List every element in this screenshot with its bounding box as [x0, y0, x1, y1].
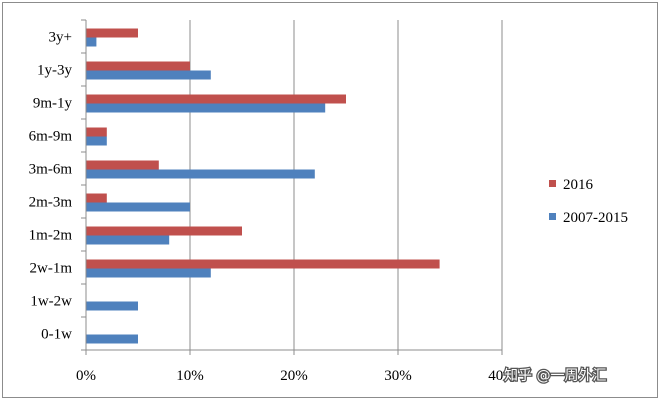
- x-tick-label-1: 10%: [176, 368, 204, 384]
- bar-2007-2015-1y-3y: [86, 70, 211, 80]
- bar-2007-2015-1w-2w: [86, 301, 138, 311]
- bar-2016-2m-3m: [86, 193, 107, 203]
- bar-2016-1m-2m: [86, 226, 242, 236]
- legend-label-2016: 2016: [563, 177, 594, 193]
- legend: 2016 2007-2015: [549, 177, 628, 226]
- legend-label-2007-2015: 2007-2015: [563, 210, 628, 226]
- legend-swatch-2007-2015: [549, 213, 556, 220]
- x-tick-label-0: 0%: [76, 368, 96, 384]
- y-tick-label-1y-3y: 1y-3y: [37, 63, 72, 79]
- y-tick-label-1w-2w: 1w-2w: [30, 294, 72, 310]
- bar-2016-3m-6m: [86, 160, 159, 170]
- axes: 0% 10% 20% 30% 40% 3y+ 1y-3y 9m-1y 6m-9m 3m-6m 2m-…: [29, 19, 516, 384]
- bar-2007-2015-1m-2m: [86, 235, 170, 245]
- y-tick-label-1m-2m: 1m-2m: [29, 228, 73, 244]
- y-tick-label-6m-9m: 6m-9m: [29, 129, 73, 145]
- bar-2007-2015-3y+: [86, 37, 97, 47]
- watermark-text: 知乎 @一周外汇: [504, 367, 606, 384]
- x-tick-label-2: 20%: [280, 368, 308, 384]
- watermark: 知乎 @一周外汇: [503, 366, 608, 386]
- y-tick-label-3m-6m: 3m-6m: [29, 162, 73, 178]
- grid-lines: [189, 20, 503, 350]
- x-tick-label-4: 40%: [488, 368, 516, 384]
- y-tick-label-9m-1y: 9m-1y: [33, 96, 73, 112]
- y-tick-label-3y+: 3y+: [49, 30, 72, 46]
- bar-2007-2015-0-1w: [86, 334, 138, 344]
- bar-2016-1y-3y: [86, 61, 190, 71]
- bar-2007-2015-2m-3m: [86, 202, 190, 212]
- y-tick-label-2m-3m: 2m-3m: [29, 195, 73, 211]
- y-tick-label-0-1w: 0-1w: [41, 327, 72, 343]
- y-tick-label-2w-1m: 2w-1m: [30, 261, 73, 277]
- legend-swatch-2016: [549, 180, 556, 187]
- bar-2016-3y+: [86, 28, 138, 38]
- x-tick-label-3: 30%: [384, 368, 412, 384]
- bar-2016-2w-1m: [86, 259, 440, 269]
- bar-2007-2015-3m-6m: [86, 169, 315, 179]
- bars: [86, 28, 440, 344]
- bar-2007-2015-2w-1m: [86, 268, 211, 278]
- bar-2016-6m-9m: [86, 127, 107, 137]
- bar-2016-9m-1y: [86, 94, 346, 104]
- bar-2007-2015-9m-1y: [86, 103, 326, 113]
- bar-2007-2015-6m-9m: [86, 136, 107, 146]
